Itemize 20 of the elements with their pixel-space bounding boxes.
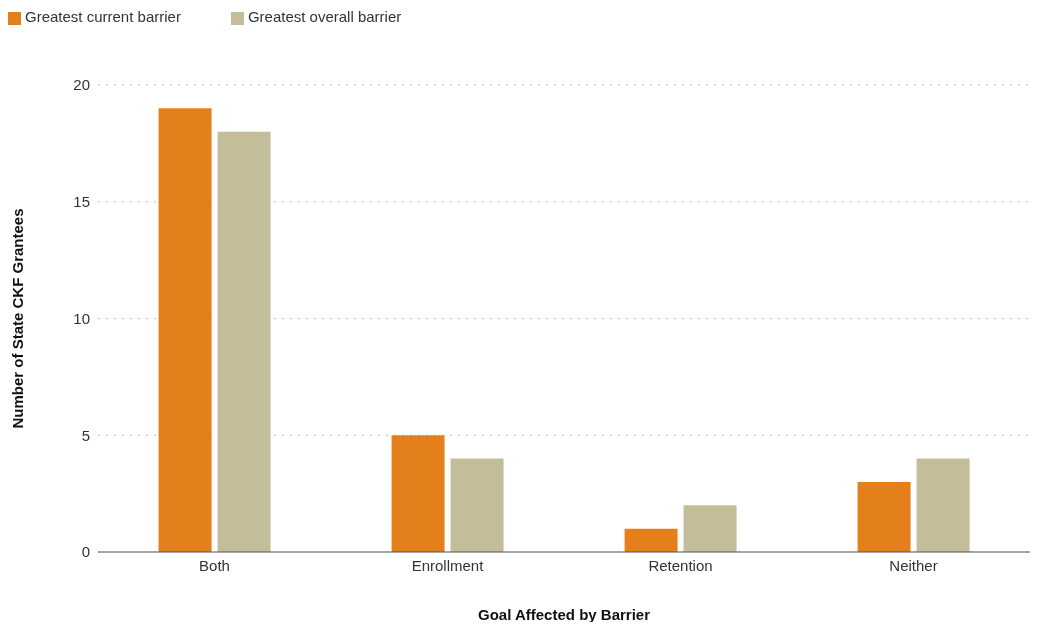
y-axis-title: Number of State CKF Grantees <box>9 208 27 429</box>
x-tick-label: Enrollment <box>411 556 485 574</box>
legend-label: Greatest current barrier <box>25 8 181 25</box>
bar <box>391 435 445 552</box>
legend-label: Greatest overall barrier <box>247 8 402 25</box>
bar <box>450 458 504 552</box>
bar <box>217 131 271 552</box>
x-tick-label: Both <box>199 556 230 574</box>
bar <box>916 458 970 552</box>
y-tick-label: 15 <box>73 193 90 211</box>
bar <box>624 528 678 552</box>
bar <box>683 505 737 552</box>
x-tick-label: Neither <box>889 556 938 574</box>
y-tick-label: 0 <box>81 543 90 561</box>
y-tick-label: 10 <box>73 309 90 327</box>
y-tick-label: 5 <box>81 426 90 444</box>
bar <box>857 481 911 552</box>
bar <box>158 108 212 552</box>
y-tick-label: 20 <box>73 76 90 94</box>
x-tick-label: Retention <box>648 556 713 574</box>
